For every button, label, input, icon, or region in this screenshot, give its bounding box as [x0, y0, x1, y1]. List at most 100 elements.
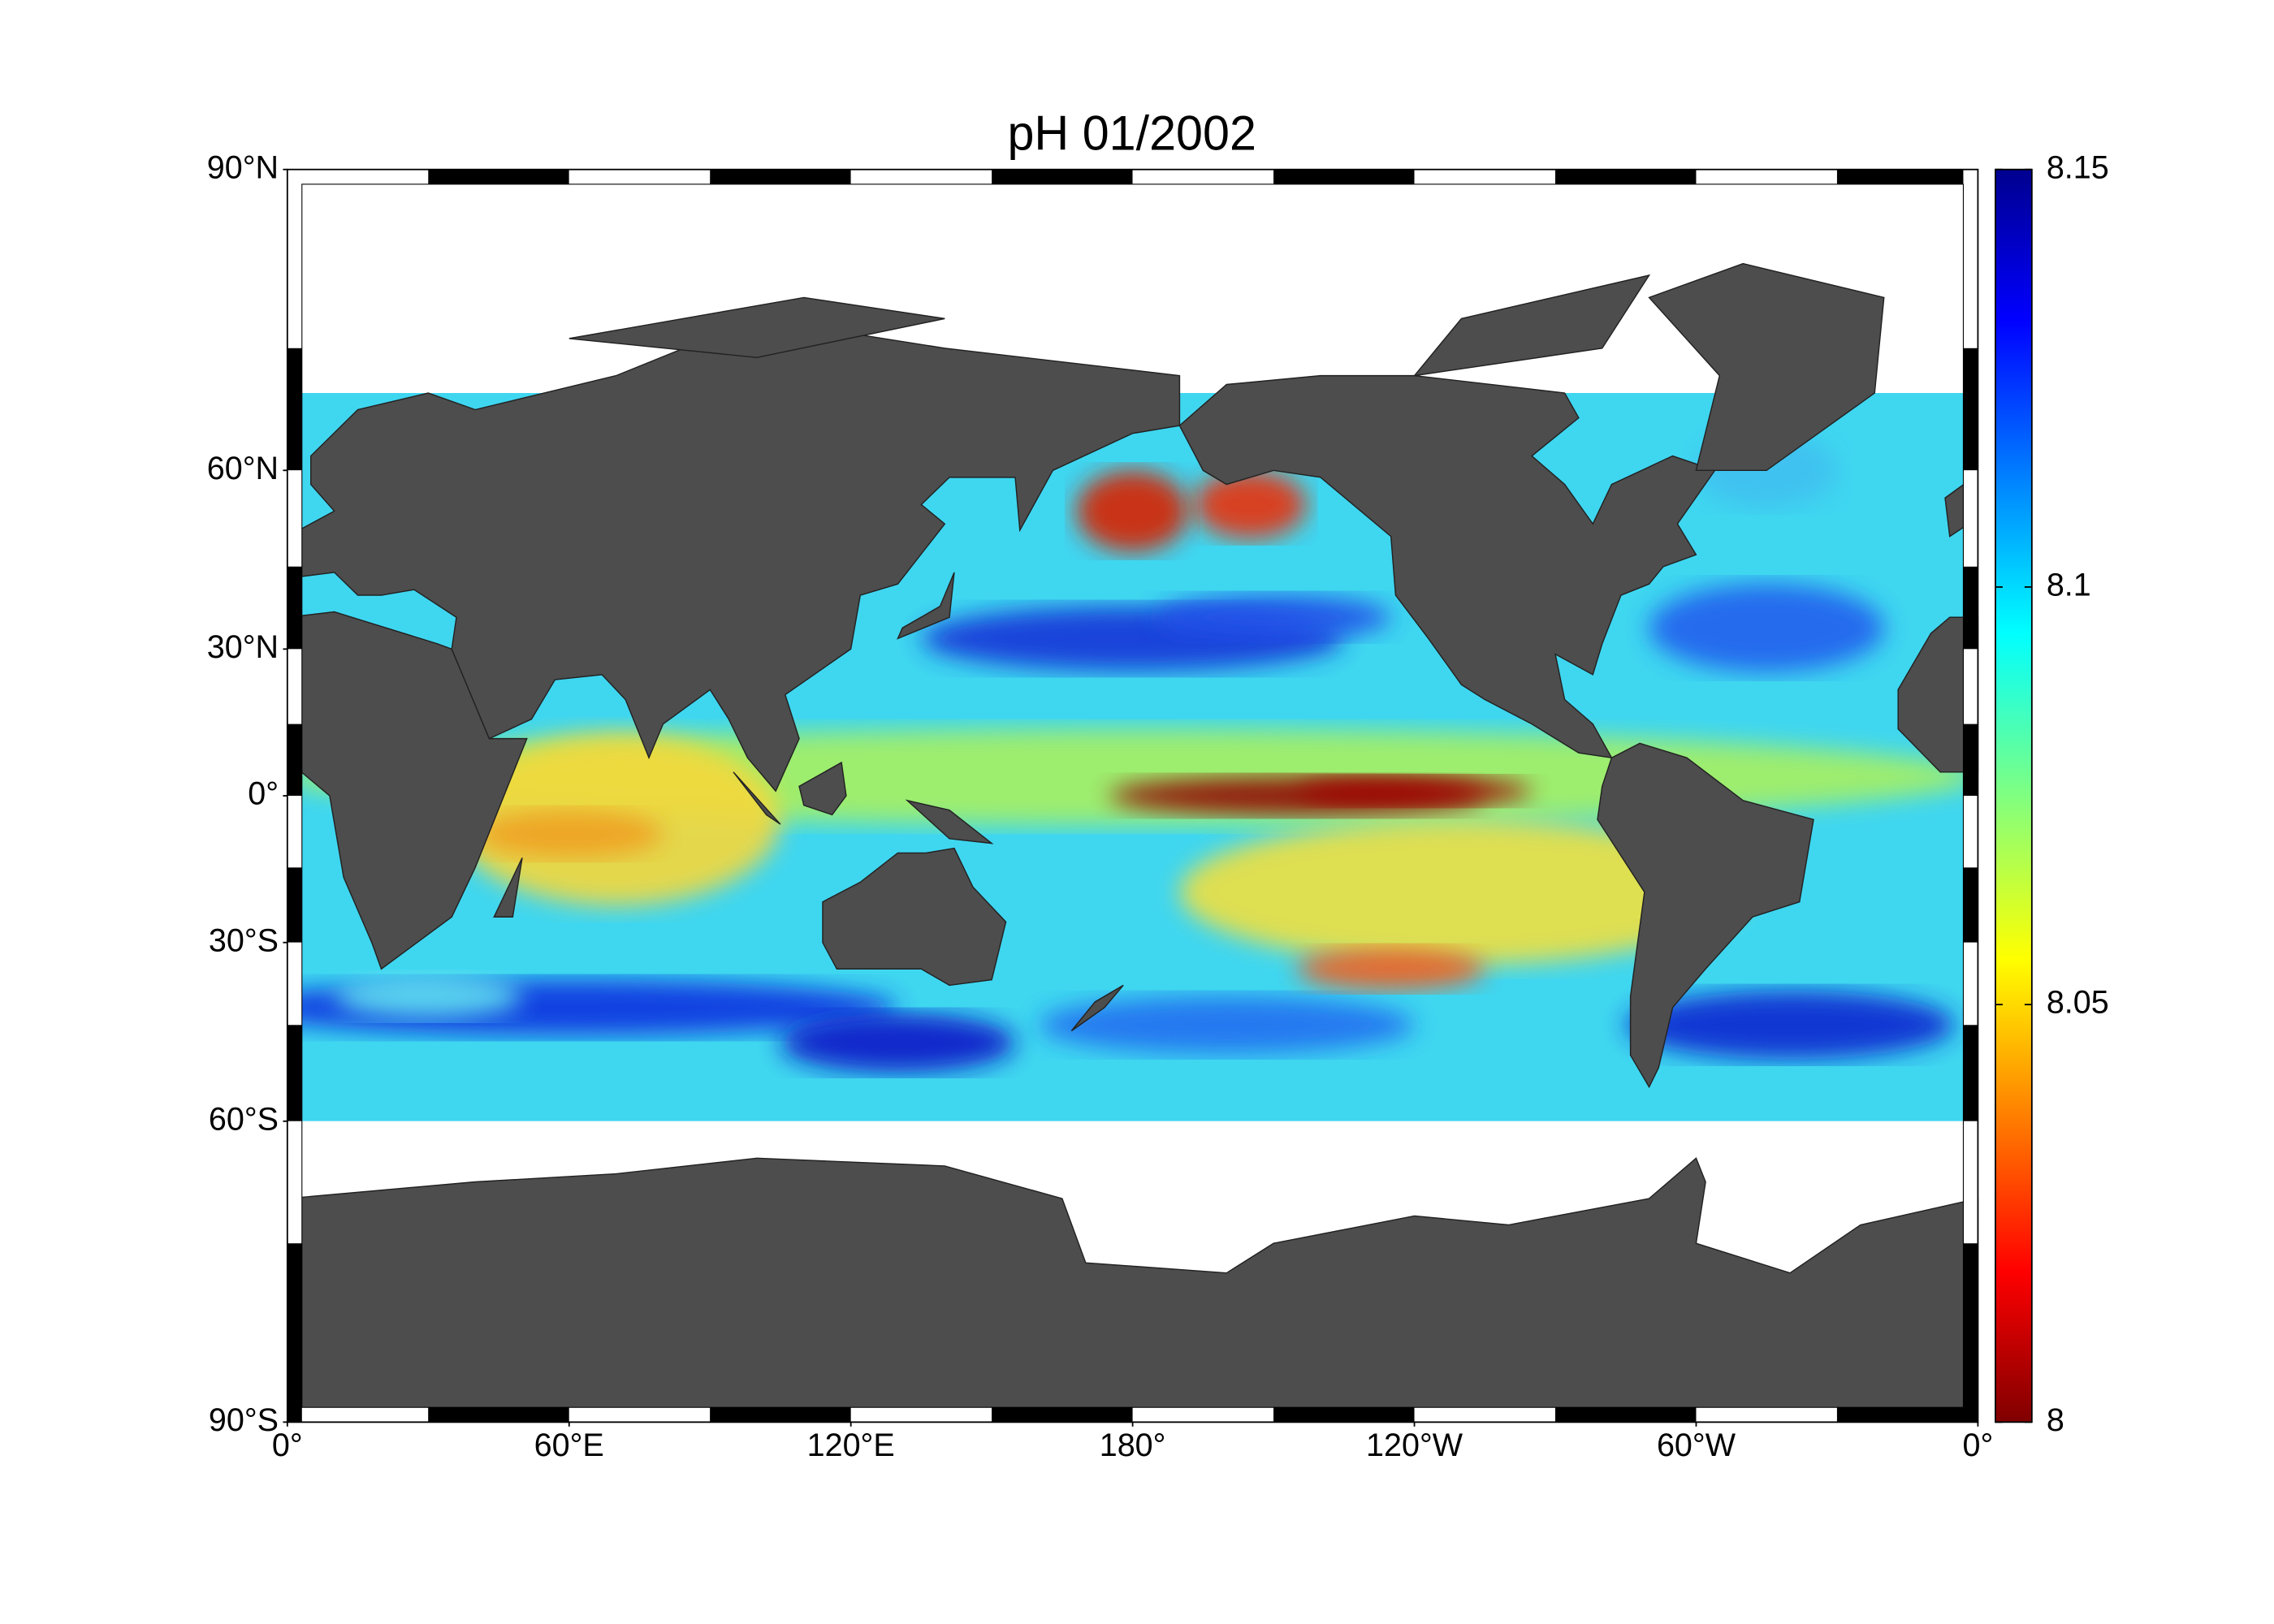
- frame-segment: [428, 169, 569, 184]
- ph-region: [1179, 819, 1744, 965]
- frame-segment: [1132, 169, 1274, 184]
- frame-segment: [1963, 1025, 1978, 1121]
- frame-segment: [1414, 1407, 1556, 1423]
- x-tick-label: 180°: [1100, 1427, 1166, 1463]
- ph-field: [301, 393, 1965, 1121]
- frame-segment: [1273, 1407, 1415, 1423]
- frame-segment: [287, 470, 302, 567]
- landmass: [822, 847, 1007, 987]
- frame-segment: [1132, 1407, 1274, 1423]
- y-tick-label: 90°N: [207, 149, 279, 185]
- frame-segment: [287, 348, 302, 471]
- landmass: [287, 611, 528, 970]
- frame-segment: [1963, 796, 1978, 868]
- landmass: [493, 857, 523, 918]
- landmass: [1597, 742, 1814, 1089]
- y-tick-label: 60°N: [207, 451, 279, 486]
- frame-segment: [1555, 1407, 1697, 1423]
- frame-segment: [287, 1025, 302, 1121]
- frame-segment: [1963, 169, 1978, 348]
- x-tick-label: 120°W: [1366, 1427, 1463, 1463]
- y-tick-label: 30°N: [207, 629, 279, 665]
- y-tick-label: 90°S: [209, 1402, 279, 1438]
- ph-region: [1038, 996, 1415, 1054]
- frame-segment: [1555, 169, 1697, 184]
- frame-segment: [287, 796, 302, 868]
- frame-inner: [301, 184, 1964, 1408]
- landmass: [733, 771, 781, 825]
- frame-segment: [287, 169, 302, 348]
- frame-segment: [1696, 1407, 1837, 1423]
- frame-segment: [1963, 566, 1978, 650]
- ph-region: [475, 810, 664, 858]
- frame-segment: [287, 566, 302, 650]
- landmass: [568, 296, 945, 359]
- landmass: [798, 761, 847, 816]
- colorbar-ticks: 8.15 8.1 8.05 8: [1995, 149, 2109, 1438]
- frame-segment: [1963, 723, 1978, 797]
- ph-region: [334, 974, 522, 1019]
- frame-segment: [287, 1121, 302, 1244]
- landmass: [1178, 374, 1716, 759]
- map-frame: [286, 168, 1979, 1423]
- land: [287, 262, 1979, 1423]
- frame-segment: [1963, 867, 1978, 943]
- ph-region: [1296, 776, 1533, 806]
- x-tick-label: 60°W: [1657, 1427, 1736, 1463]
- y-tick-label: 60°S: [209, 1101, 279, 1137]
- ph-region: [1193, 470, 1307, 539]
- frame-segment: [568, 169, 711, 184]
- y-tick-label: 30°S: [209, 922, 279, 958]
- frame-segment: [1696, 169, 1837, 184]
- frame-segment: [850, 169, 992, 184]
- landmass: [1648, 262, 1885, 472]
- colorbar: [1995, 168, 2033, 1423]
- frame-segment: [850, 1407, 992, 1423]
- x-tick-label: 0°: [272, 1427, 303, 1463]
- colorbar-tick-label: 8: [2047, 1402, 2064, 1438]
- frame-segment: [287, 867, 302, 943]
- frame-segment: [1273, 169, 1415, 184]
- frame-segment: [287, 649, 302, 724]
- axes: 0° 60°E 120°E 180° 120°W 60°W 0° 90°N 60°N 30°N 0°…: [207, 149, 1994, 1463]
- ph-region: [1625, 991, 1955, 1060]
- frame-segment: [1963, 649, 1978, 724]
- frame-segment: [1963, 470, 1978, 567]
- y-tick-label: 0°: [248, 775, 279, 811]
- ph-region: [780, 1013, 1016, 1073]
- frame-segment: [287, 1407, 429, 1423]
- ph-region: [1156, 595, 1391, 640]
- landmass: [897, 572, 955, 640]
- x-tick-label: 120°E: [807, 1427, 895, 1463]
- frame-segment: [992, 169, 1133, 184]
- map-title: pH 01/2002: [1007, 106, 1256, 160]
- frame-segment: [1963, 348, 1978, 471]
- frame-segment: [568, 1407, 711, 1423]
- ph-region: [1296, 948, 1485, 991]
- frame-segment: [428, 1407, 569, 1423]
- frame-segment: [287, 723, 302, 797]
- frame-segment: [287, 169, 429, 184]
- frame-segment: [1963, 942, 1978, 1026]
- frame-segment: [287, 1243, 302, 1423]
- frame-segment: [710, 1407, 851, 1423]
- landmass: [287, 317, 1181, 793]
- frame-segment: [710, 169, 851, 184]
- landmass: [287, 1157, 1979, 1423]
- x-tick-label: 60°E: [534, 1427, 604, 1463]
- frame-segment: [1836, 169, 1978, 184]
- landmass: [1412, 274, 1651, 377]
- colorbar-tick-label: 8.1: [2047, 567, 2091, 603]
- frame-segment: [992, 1407, 1133, 1423]
- frame-segment: [1963, 1243, 1978, 1423]
- colorbar-tick-label: 8.15: [2047, 149, 2109, 185]
- landmass: [1070, 984, 1124, 1032]
- frame-segment: [287, 942, 302, 1026]
- frame-segment: [1836, 1407, 1978, 1423]
- frame-segment: [1414, 169, 1556, 184]
- landmass: [905, 799, 994, 844]
- ph-region: [1076, 470, 1189, 552]
- x-tick-label: 0°: [1963, 1427, 1994, 1463]
- ph-region: [1649, 584, 1884, 672]
